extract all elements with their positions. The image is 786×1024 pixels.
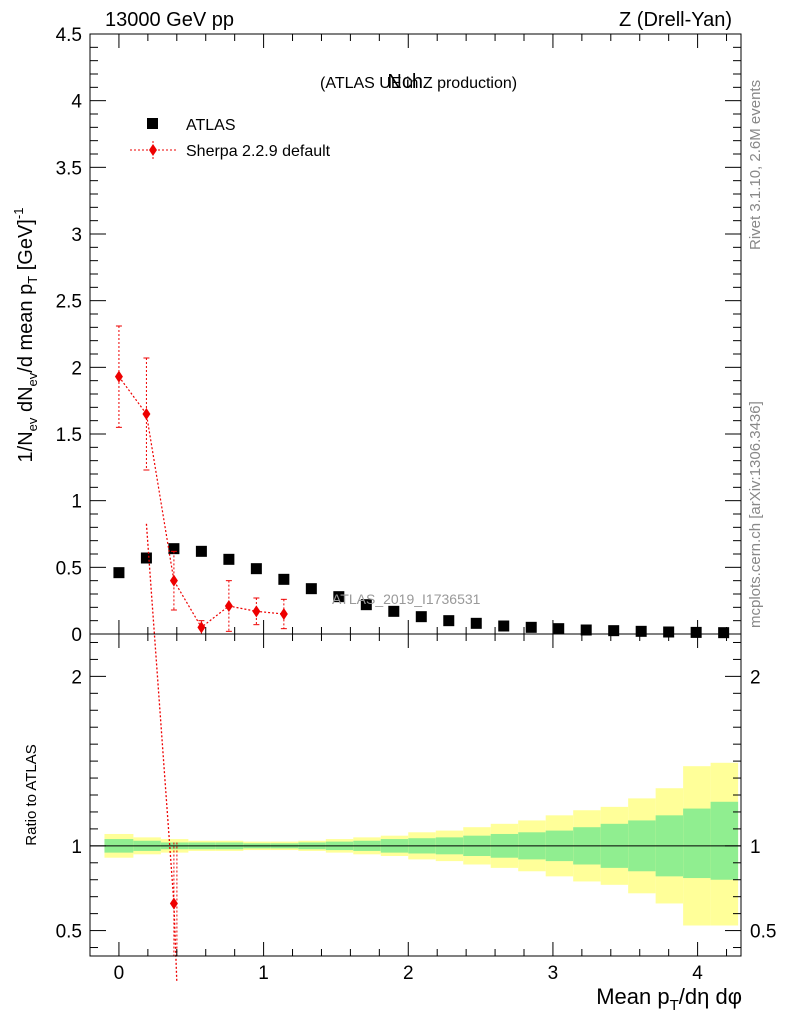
ratio-stat-band	[710, 801, 739, 880]
mcplots-label: mcplots.cern.ch [arXiv:1306.3436]	[747, 401, 764, 628]
legend-atlas-label: ATLAS	[186, 117, 236, 134]
x-tick-label: 2	[403, 963, 414, 984]
plot-title: Nch	[387, 71, 423, 93]
main-ytick-label: 4.5	[56, 25, 82, 46]
atlas-data-point	[470, 617, 482, 629]
ratio-stat-band	[683, 808, 711, 879]
svg-text:1/Nev dNev/d mean pT [GeV]-1: 1/Nev dNev/d mean pT [GeV]-1	[11, 208, 40, 463]
sherpa-data-point	[224, 600, 233, 612]
main-ytick-label: 2.5	[56, 292, 82, 313]
main-ytick-label: 3	[71, 225, 82, 246]
atlas-data-point	[498, 620, 510, 632]
atlas-data-point	[360, 599, 372, 611]
main-ytick-label: 0.5	[56, 558, 82, 579]
atlas-data-point	[718, 627, 730, 639]
sherpa-data-point	[114, 370, 123, 383]
atlas-data-point	[168, 543, 180, 555]
rivet-label: Rivet 3.1.10, 2.6M events	[747, 80, 764, 250]
main-axes: 0 0.5 1 1.5 2 2.5 3 3.5 4 4.5	[56, 25, 741, 646]
ratio-ytick-label-right: 1	[750, 837, 761, 858]
atlas-data-point	[690, 626, 702, 638]
ratio-ytick-label-right: 0.5	[750, 922, 776, 943]
atlas-data-point	[113, 567, 125, 579]
atlas-data-point	[195, 545, 207, 557]
x-tick-label: 0	[114, 963, 125, 984]
sherpa-data-point	[279, 608, 288, 620]
sherpa-data-point	[252, 605, 261, 618]
analysis-watermark: ATLAS_2019_I1736531	[332, 591, 481, 607]
x-tick-label: 4	[692, 963, 703, 984]
main-panel: 0 0.5 1 1.5 2 2.5 3 3.5 4 4.5 Nch (ATLAS UE in Z …	[11, 25, 742, 646]
x-axis-label: Mean pT/dη dφ	[596, 984, 742, 1014]
atlas-data-point	[635, 625, 647, 637]
atlas-data-point	[140, 552, 152, 564]
ratio-ytick-label-right: 2	[750, 667, 761, 688]
ratio-panel: 0 1 2 3 4 0.5 0.5 1 1 2 2 Ratio to ATLAS Mean pT/d…	[23, 523, 776, 1014]
atlas-data-point	[333, 591, 345, 603]
legend-sherpa-label: Sherpa 2.2.9 default	[186, 143, 331, 160]
ratio-ylabel: Ratio to ATLAS	[23, 744, 40, 845]
legend: ATLAS Sherpa 2.2.9 default	[130, 117, 331, 160]
atlas-data-point	[580, 624, 592, 636]
ratio-sherpa-point	[169, 897, 178, 910]
atlas-data-point	[250, 563, 262, 575]
atlas-data-point	[415, 611, 427, 623]
main-ytick-label: 1	[71, 492, 82, 513]
sherpa-data-point	[142, 408, 151, 420]
x-tick-label: 1	[258, 963, 269, 984]
sherpa-data-point	[197, 621, 206, 634]
atlas-data-point	[278, 573, 290, 585]
main-ytick-label: 2	[71, 358, 82, 379]
atlas-data-point	[223, 553, 235, 565]
ratio-ytick-label: 2	[71, 667, 82, 688]
ratio-ytick-label: 1	[71, 837, 82, 858]
sherpa-data-point	[169, 574, 178, 587]
main-ytick-label: 1.5	[56, 425, 82, 446]
legend-atlas-marker	[147, 118, 158, 129]
collision-label: 13000 GeV pp	[105, 9, 234, 31]
ratio-ytick-label: 0.5	[56, 922, 82, 943]
main-ytick-label: 0	[71, 625, 82, 646]
main-ylabel: 1/Nev dNev/d mean pT [GeV]-1	[11, 208, 40, 463]
plot-subtitle: (ATLAS UE in Z production)	[320, 75, 517, 92]
main-ytick-label: 4	[71, 92, 82, 113]
ratio-axes: 0 1 2 3 4 0.5 0.5 1 1 2 2	[56, 634, 776, 984]
atlas-data-point	[388, 605, 400, 617]
process-label: Z (Drell-Yan)	[619, 9, 732, 31]
atlas-data-point	[608, 625, 620, 637]
legend-sherpa-marker	[149, 144, 157, 156]
atlas-data-point	[525, 621, 537, 633]
ratio-plot-marks	[90, 523, 741, 982]
atlas-data-point	[443, 615, 455, 627]
ratio-sherpa-line	[145, 523, 178, 982]
ratio-frame	[89, 633, 742, 957]
x-tick-label: 3	[548, 963, 559, 984]
atlas-data-point	[553, 623, 565, 635]
atlas-data-point	[305, 583, 317, 595]
main-ytick-label: 3.5	[56, 158, 82, 179]
